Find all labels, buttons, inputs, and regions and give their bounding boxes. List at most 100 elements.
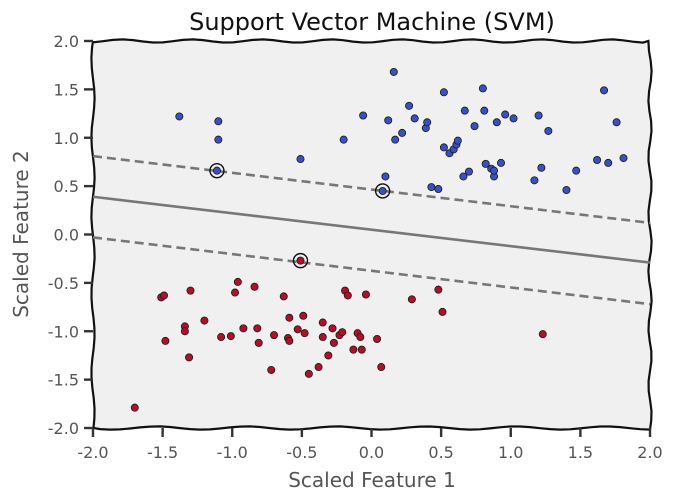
- class-1-point: [497, 158, 506, 167]
- class-2-point: [160, 291, 169, 300]
- class-2-point: [434, 285, 443, 294]
- x-tick-label: 0.5: [428, 443, 453, 462]
- class-1-point: [572, 166, 581, 175]
- class-2-point: [324, 351, 333, 360]
- decision-boundary-line: [92, 195, 651, 264]
- class-1-point: [427, 183, 436, 192]
- y-axis-label: Scaled Feature 2: [9, 150, 33, 318]
- class-1-point: [490, 166, 499, 175]
- class-2-point: [338, 328, 347, 337]
- x-tick-label: 0.0: [359, 443, 384, 462]
- class-2-point: [267, 365, 276, 374]
- class-1-point: [544, 126, 553, 135]
- support-vector-marker: [209, 162, 225, 179]
- margin-line-lower: [92, 236, 651, 306]
- y-tick-label: 0.0: [54, 226, 79, 245]
- class-2-point: [217, 333, 226, 342]
- class-1-point: [459, 172, 468, 181]
- class-2-point: [254, 338, 263, 347]
- class-2-point: [279, 292, 288, 301]
- class-1-point: [453, 136, 462, 145]
- x-tick-label: -0.5: [286, 443, 317, 462]
- margin-line-upper: [92, 154, 651, 225]
- class-1-point: [384, 116, 393, 125]
- class-1-point: [600, 86, 609, 95]
- class-2-point: [185, 353, 194, 362]
- class-1-point: [296, 155, 305, 164]
- class-2-point: [356, 333, 365, 342]
- class-2-point: [226, 332, 235, 341]
- class-2-point: [296, 256, 305, 265]
- plot-area: [90, 38, 653, 431]
- class-1-point: [593, 156, 602, 165]
- class-2-point: [438, 307, 447, 316]
- class-1-point: [619, 154, 628, 163]
- decision-boundary-group: [92, 154, 651, 306]
- class-1-point: [460, 106, 469, 115]
- class-1-point: [478, 84, 487, 93]
- class-2-point: [285, 313, 294, 322]
- class-2-point: [318, 318, 327, 327]
- class-1-point: [480, 106, 489, 115]
- class-2-point: [349, 345, 358, 354]
- class-2-point: [329, 338, 338, 347]
- class-2-point: [373, 334, 382, 343]
- class-1-point: [470, 122, 479, 131]
- x-axis-ticks: -2.0 -1.5 -1.0 -0.5 0.0 0.5 1.0 1.5 2.0: [77, 428, 663, 462]
- class-1-point: [214, 117, 223, 126]
- class-2-point: [270, 331, 279, 340]
- class-2-point: [299, 311, 308, 320]
- class-2-point: [343, 291, 352, 300]
- class-1-point: [439, 88, 448, 97]
- class-1-point: [612, 118, 621, 127]
- y-tick-label: -1.0: [48, 322, 79, 341]
- class-2-point: [377, 363, 386, 372]
- class-2-point: [231, 288, 240, 297]
- class-1-point: [212, 166, 221, 175]
- class-1-point: [359, 111, 368, 120]
- class-2-point: [293, 325, 302, 334]
- class-1-point: [410, 114, 419, 123]
- class-1-point: [501, 110, 510, 119]
- support-vectors-group: [209, 162, 391, 269]
- class-1-point: [214, 135, 223, 144]
- class-2-point: [357, 345, 366, 354]
- class-2-point: [318, 333, 327, 342]
- x-tick-label: 2.0: [637, 443, 662, 462]
- class-1-point: [423, 118, 432, 127]
- class-2-point: [407, 295, 416, 304]
- class-1-point: [398, 128, 407, 137]
- class-1-point: [391, 135, 400, 144]
- class-2-point: [304, 369, 313, 378]
- y-tick-label: 2.0: [54, 32, 79, 51]
- support-vector-marker: [374, 183, 391, 199]
- y-tick-label: -1.5: [48, 371, 79, 390]
- x-tick-label: -2.0: [77, 443, 108, 462]
- class-2-point: [239, 324, 248, 333]
- class-1-point: [537, 163, 546, 172]
- class-2-point: [233, 277, 242, 286]
- class-2-point: [130, 403, 139, 412]
- x-tick-label: -1.0: [217, 443, 248, 462]
- class-1-point: [562, 185, 571, 194]
- class-1-point: [509, 114, 518, 123]
- class-1-point: [389, 67, 398, 76]
- class-1-point: [434, 185, 443, 194]
- class-1-point: [339, 135, 348, 144]
- class-2-point: [314, 363, 323, 372]
- class-2-point: [250, 282, 259, 291]
- class-2-point: [300, 329, 309, 338]
- class-2-point: [200, 316, 209, 325]
- x-axis-label: Scaled Feature 1: [288, 468, 456, 492]
- y-tick-label: 1.5: [54, 80, 79, 99]
- class-2-point: [180, 327, 189, 336]
- class-2-point: [161, 336, 170, 345]
- class-1-point: [481, 159, 490, 168]
- y-tick-label: 0.5: [54, 177, 79, 196]
- y-tick-label: 1.0: [54, 129, 79, 148]
- class-2-point: [538, 330, 547, 339]
- y-tick-label: -2.0: [48, 419, 79, 438]
- x-tick-label: -1.5: [147, 443, 178, 462]
- support-vector-marker: [292, 252, 309, 269]
